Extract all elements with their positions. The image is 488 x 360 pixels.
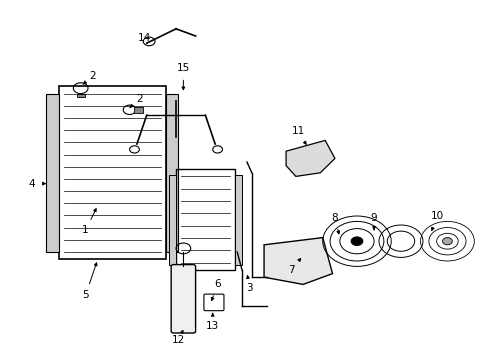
Text: 2: 2 — [136, 94, 142, 104]
Bar — [46, 94, 59, 252]
Text: 6: 6 — [214, 279, 221, 289]
Polygon shape — [264, 238, 332, 284]
Text: 1: 1 — [82, 225, 89, 235]
Text: 8: 8 — [331, 213, 338, 223]
Bar — [77, 94, 84, 97]
Text: 14: 14 — [137, 33, 151, 43]
Text: 9: 9 — [370, 213, 377, 223]
Bar — [168, 175, 176, 265]
Circle shape — [442, 238, 451, 245]
Bar — [59, 86, 166, 259]
Bar — [176, 169, 234, 270]
Text: 13: 13 — [205, 321, 219, 331]
Text: 5: 5 — [82, 290, 89, 300]
Polygon shape — [285, 140, 334, 176]
Bar — [234, 175, 242, 265]
Text: 7: 7 — [287, 265, 294, 275]
Text: 3: 3 — [245, 283, 252, 293]
Bar — [166, 94, 178, 252]
Text: 2: 2 — [89, 71, 96, 81]
Circle shape — [350, 237, 362, 246]
Text: 10: 10 — [430, 211, 443, 221]
Text: 4: 4 — [28, 179, 35, 189]
Bar — [134, 107, 143, 113]
Text: 15: 15 — [176, 63, 190, 73]
FancyBboxPatch shape — [171, 265, 195, 333]
Text: 11: 11 — [291, 126, 305, 136]
Text: 12: 12 — [171, 335, 185, 345]
